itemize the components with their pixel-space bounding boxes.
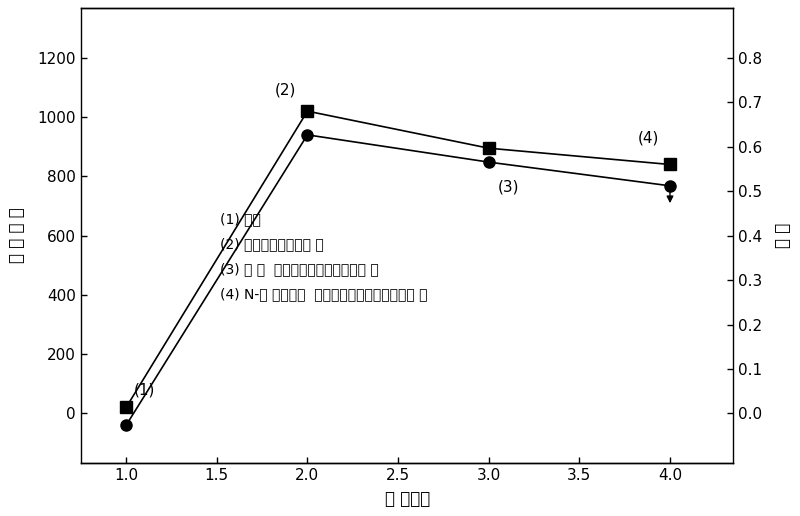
Text: (4) N-甲 基乙酰胺  基修饰的超高交联型吸附树 脂: (4) N-甲 基乙酰胺 基修饰的超高交联型吸附树 脂 (220, 287, 428, 301)
Text: (2) 超高交联型吸附树 脂: (2) 超高交联型吸附树 脂 (220, 237, 324, 251)
Text: (3) 甲 胺  修饰的超高交联型吸附树 脂: (3) 甲 胺 修饰的超高交联型吸附树 脂 (220, 262, 379, 276)
Text: (3): (3) (498, 179, 519, 195)
Y-axis label: 孔 容: 孔 容 (774, 223, 792, 248)
Text: (1) 氯球: (1) 氯球 (220, 212, 262, 226)
Text: (4): (4) (638, 130, 659, 145)
Text: (1): (1) (134, 382, 154, 397)
X-axis label: 树 脂类别: 树 脂类别 (385, 490, 430, 508)
Y-axis label: 比 表 面 积: 比 表 面 积 (8, 208, 26, 264)
Text: (2): (2) (275, 83, 296, 98)
